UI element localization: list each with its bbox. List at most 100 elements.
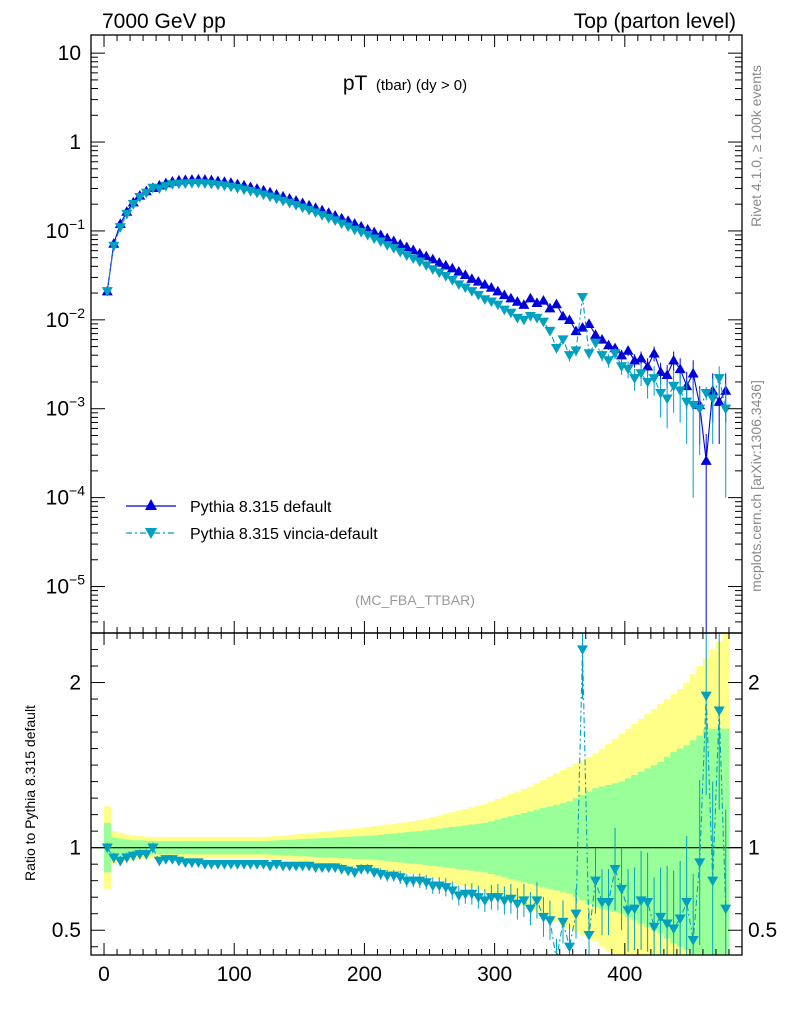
ratio-data-point: [603, 898, 615, 908]
data-point-vincia: [668, 381, 680, 392]
ratio-data-point: [713, 706, 725, 717]
mcplots-label: mcplots.cern.ch [arXiv:1306.3436]: [748, 380, 764, 592]
data-point-vincia: [537, 317, 549, 328]
watermark: (MC_FBA_TTBAR): [355, 592, 475, 608]
x-tick-label: 200: [347, 963, 382, 986]
ratio-data-point: [472, 893, 484, 903]
data-point-default: [459, 269, 471, 280]
y-tick-label-base: 10: [46, 309, 69, 332]
data-point-default: [635, 352, 647, 363]
ratio-data-point: [420, 878, 432, 888]
ratio-data-point: [557, 917, 569, 928]
data-point-default: [446, 262, 458, 273]
data-point-vincia: [459, 283, 471, 294]
ratio-data-point: [453, 891, 465, 902]
data-point-vincia: [609, 349, 621, 359]
data-point-vincia: [160, 181, 172, 192]
data-point-default: [661, 369, 673, 380]
data-point-vincia: [134, 193, 146, 203]
data-point-vincia: [687, 400, 699, 411]
ratio-data-point: [537, 912, 549, 923]
data-point-vincia: [336, 219, 348, 230]
y-tick-label: 10−1: [46, 216, 86, 243]
ratio-data-point: [140, 850, 152, 860]
y-tick-label-base: 10: [46, 398, 69, 421]
ratio-data-point: [492, 893, 504, 903]
data-point-vincia: [505, 308, 517, 319]
ratio-data-point: [661, 919, 673, 930]
data-point-default: [557, 310, 569, 321]
ratio-data-point: [114, 856, 126, 867]
ratio-data-point: [544, 916, 556, 926]
y-tick-label-base: 10: [46, 576, 69, 599]
data-point-vincia: [453, 280, 465, 290]
legend: Pythia 8.315 default Pythia 8.315 vincia…: [126, 499, 378, 543]
data-point-default: [492, 285, 504, 296]
data-point-vincia: [603, 356, 615, 366]
y-tick-label-base: 10: [58, 42, 81, 65]
data-point-vincia: [622, 364, 634, 375]
data-point-vincia: [414, 257, 426, 268]
data-point-default: [518, 299, 530, 309]
data-point-default: [440, 259, 452, 270]
ratio-series-group: [101, 633, 732, 955]
y-tick-label: 1: [69, 131, 81, 154]
ratio-data-point: [108, 853, 120, 864]
ratio-data-point: [622, 906, 634, 916]
y-tick-label: 10−3: [46, 394, 86, 421]
y-tick-label-base: 1: [69, 131, 81, 154]
y-tick-label-base: 10: [46, 487, 69, 510]
ratio-data-point: [479, 896, 491, 907]
ratio-data-point: [655, 912, 667, 923]
data-point-default: [466, 273, 478, 283]
ratio-data-point: [127, 851, 139, 862]
ratio-data-point: [629, 904, 641, 915]
data-point-default: [537, 294, 549, 305]
data-point-vincia: [681, 397, 693, 408]
ratio-ylabel: Ratio to Pythia 8.315 default: [22, 705, 38, 881]
x-tick-label: 400: [607, 963, 642, 986]
data-point-default: [700, 455, 712, 465]
legend-label-default: Pythia 8.315 default: [190, 499, 332, 516]
data-point-vincia: [121, 209, 133, 220]
ratio-data-point: [394, 873, 406, 883]
ratio-y-tick-label-right: 2: [748, 672, 760, 695]
ratio-data-point: [153, 856, 165, 867]
data-point-default: [674, 363, 686, 374]
data-point-vincia: [713, 374, 725, 384]
data-point-default: [642, 360, 654, 371]
ratio-data-point: [446, 886, 458, 897]
y-tick-label: 10−5: [46, 572, 86, 599]
y-tick-label-exp: −1: [69, 216, 85, 232]
data-point-default: [563, 314, 575, 324]
y-tick-label-exp: −5: [69, 572, 85, 588]
data-point-vincia: [153, 184, 165, 195]
ratio-data-point: [700, 691, 712, 702]
data-point-default: [655, 366, 667, 376]
data-point-vincia: [466, 287, 478, 297]
data-point-default: [577, 321, 589, 332]
ratio-data-point: [668, 924, 680, 935]
data-point-default: [550, 298, 562, 309]
main-series-group: [101, 173, 732, 633]
data-point-vincia: [570, 346, 582, 357]
data-point-vincia: [629, 374, 641, 384]
data-point-vincia: [583, 349, 595, 359]
header-left-label: 7000 GeV pp: [102, 10, 226, 33]
data-point-vincia: [381, 241, 393, 251]
legend-marker-vincia: [145, 528, 157, 539]
data-point-default: [713, 396, 725, 406]
data-point-vincia: [101, 287, 113, 297]
data-point-vincia: [661, 394, 673, 405]
data-point-default: [472, 275, 484, 286]
ratio-data-point: [101, 843, 113, 854]
ratio-band-inner: [715, 728, 723, 955]
ratio-data-point: [570, 909, 582, 920]
data-point-vincia: [329, 216, 341, 227]
legend-label-vincia: Pythia 8.315 vincia-default: [190, 526, 378, 543]
data-point-vincia: [362, 230, 374, 241]
header-right-label: Top (parton level): [574, 10, 736, 33]
data-point-vincia: [427, 265, 439, 275]
y-tick-label-exp: −3: [69, 394, 85, 410]
